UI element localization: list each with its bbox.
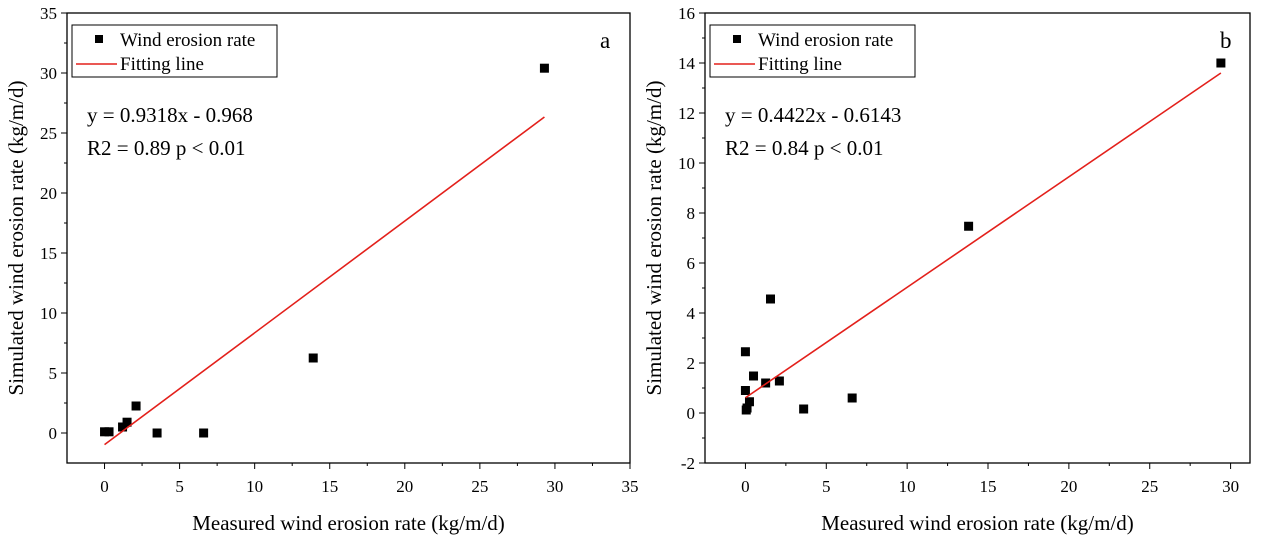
y-tick-label: 15 — [40, 244, 57, 263]
data-point — [774, 376, 784, 386]
x-tick-label: 25 — [471, 477, 488, 496]
panel-label: b — [1220, 28, 1232, 53]
y-tick-label: 30 — [40, 64, 57, 83]
r2-text: R2 = 0.89 p < 0.01 — [87, 136, 245, 160]
data-point — [152, 428, 162, 438]
plot-frame — [704, 12, 1251, 464]
data-point — [964, 221, 974, 231]
data-point — [744, 397, 754, 407]
y-tick-label: 25 — [40, 124, 57, 143]
y-tick-label: 35 — [40, 4, 57, 23]
data-point — [749, 371, 759, 381]
y-tick-label: 14 — [678, 54, 696, 73]
x-axis-label: Measured wind erosion rate (kg/m/d) — [192, 511, 505, 535]
y-tick-label: 6 — [687, 254, 696, 273]
panel-label: a — [600, 28, 610, 53]
panel-a: 0 5 10 15 20 25 30 35 0 5 10 15 20 25 30 35 Measured win… — [4, 4, 639, 535]
panel-b: 0 5 10 15 20 25 30 -2 0 2 4 6 8 10 12 14 16 Measured wind… — [642, 4, 1251, 535]
x-tick-label: 15 — [980, 477, 997, 496]
legend-box — [709, 24, 916, 78]
y-tick-label: 2 — [687, 354, 696, 373]
x-tick-label: 10 — [246, 477, 263, 496]
legend-label: Wind erosion rate — [758, 30, 893, 51]
x-tick-label: 20 — [396, 477, 413, 496]
data-point — [118, 422, 128, 432]
y-tick-label: 5 — [49, 364, 58, 383]
x-tick-label: 20 — [1060, 477, 1077, 496]
y-tick-label: 12 — [678, 104, 695, 123]
y-tick-label: 10 — [678, 154, 695, 173]
r2-text: R2 = 0.84 p < 0.01 — [725, 136, 883, 160]
y-tick-label: -2 — [681, 454, 695, 473]
y-tick-label: 8 — [687, 204, 696, 223]
x-tick-label: 35 — [622, 477, 639, 496]
x-tick-label: 15 — [321, 477, 338, 496]
data-point — [740, 347, 750, 357]
equation-text: y = 0.4422x - 0.6143 — [725, 103, 901, 127]
x-tick-label: 0 — [100, 477, 109, 496]
x-tick-label: 30 — [546, 477, 563, 496]
data-point — [100, 427, 110, 437]
data-point — [122, 417, 132, 427]
legend-label: Fitting line — [758, 54, 842, 75]
data-point — [742, 403, 752, 413]
legend-label: Fitting line — [120, 54, 204, 75]
fitting-line — [744, 72, 1222, 399]
x-axis-label: Measured wind erosion rate (kg/m/d) — [821, 511, 1134, 535]
x-tick-label: 5 — [822, 477, 831, 496]
y-tick-label: 4 — [687, 304, 696, 323]
data-point — [308, 353, 318, 363]
legend-label: Wind erosion rate — [120, 30, 255, 51]
data-point — [740, 386, 750, 395]
y-tick-label: 10 — [40, 304, 57, 323]
legend-marker-points — [95, 35, 103, 43]
data-point — [765, 294, 775, 304]
x-tick-label: 30 — [1222, 477, 1239, 496]
x-tick-label: 0 — [741, 477, 750, 496]
data-point — [199, 428, 209, 438]
legend-marker-points — [733, 35, 741, 43]
data-point — [1216, 58, 1226, 68]
x-tick-label: 10 — [899, 477, 916, 496]
y-tick-label: 20 — [40, 184, 57, 203]
x-tick-label: 25 — [1141, 477, 1158, 496]
fitting-line — [104, 116, 545, 446]
y-tick-label: 16 — [678, 4, 695, 23]
data-point — [131, 401, 141, 411]
data-point — [539, 63, 549, 73]
legend-box — [71, 24, 278, 78]
plot-frame — [66, 12, 631, 464]
y-tick-label: 0 — [49, 424, 58, 443]
y-tick-label: 0 — [687, 404, 696, 423]
data-point — [847, 393, 857, 403]
y-axis-label: Simulated wind erosion rate (kg/m/d) — [4, 81, 28, 396]
data-point — [104, 427, 114, 437]
x-tick-label: 5 — [175, 477, 184, 496]
equation-text: y = 0.9318x - 0.968 — [87, 103, 253, 127]
y-axis-label: Simulated wind erosion rate (kg/m/d) — [642, 81, 666, 396]
data-point — [799, 404, 809, 414]
